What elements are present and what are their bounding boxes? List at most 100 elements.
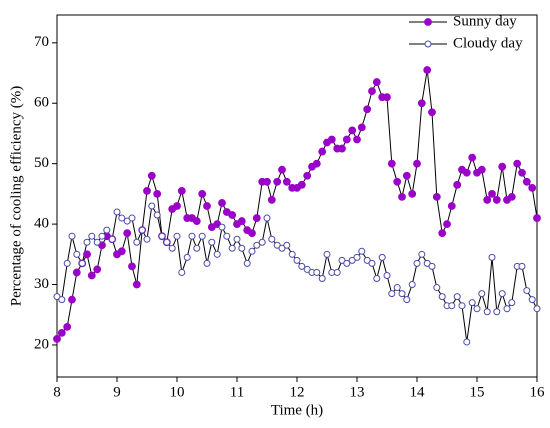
point [363, 105, 372, 114]
point [348, 256, 356, 264]
point [243, 259, 251, 267]
point [132, 280, 141, 289]
point [483, 196, 492, 204]
point [193, 244, 201, 252]
point [258, 238, 266, 246]
point [73, 250, 81, 258]
point [273, 241, 281, 249]
point [147, 171, 156, 180]
point [388, 290, 396, 298]
point [98, 232, 106, 240]
y-tick-label: 60 [34, 95, 49, 111]
point [87, 271, 96, 280]
point [518, 168, 526, 177]
point [528, 183, 537, 192]
point [342, 135, 351, 144]
point [93, 238, 101, 246]
y-tick-label: 70 [34, 34, 49, 50]
point [462, 168, 471, 177]
point [393, 284, 401, 292]
point [288, 250, 296, 258]
point [123, 229, 132, 238]
point [198, 232, 206, 240]
point [138, 226, 146, 234]
point [398, 193, 406, 201]
point [128, 214, 136, 222]
point [252, 214, 261, 222]
legend-marker [424, 40, 432, 48]
point [348, 126, 357, 135]
y-axis-label: Percentage of cooling efficiency (%) [8, 86, 24, 306]
y-tick-label: 30 [34, 276, 49, 292]
point [63, 322, 72, 331]
point [507, 193, 516, 201]
point [198, 189, 207, 198]
point [398, 290, 406, 298]
point [53, 293, 61, 301]
point [282, 177, 291, 186]
x-tick-label: 16 [530, 384, 546, 400]
point [318, 274, 326, 282]
point [433, 284, 441, 292]
point [468, 153, 477, 162]
x-axis-label: Time (h) [271, 402, 323, 418]
legend-label: Cloudy day [453, 35, 523, 51]
point [403, 296, 411, 304]
point [447, 202, 456, 210]
point [503, 305, 511, 313]
point [118, 214, 126, 222]
point [218, 199, 226, 207]
point [263, 177, 271, 186]
point [368, 87, 376, 96]
point [298, 262, 306, 270]
point [278, 165, 286, 174]
point [387, 159, 396, 168]
point [357, 123, 366, 132]
x-tick-label: 15 [470, 384, 485, 400]
legend-label: Sunny day [453, 13, 517, 29]
point [223, 232, 231, 240]
point [423, 66, 432, 74]
point [353, 135, 361, 144]
point [83, 238, 91, 246]
point [463, 338, 471, 346]
point [303, 171, 312, 180]
point [123, 217, 131, 225]
point [263, 214, 271, 222]
point [483, 308, 491, 316]
point [383, 271, 391, 279]
point [268, 235, 276, 243]
point [117, 247, 126, 256]
point [432, 193, 441, 201]
y-tick-label: 20 [34, 336, 49, 352]
point [327, 135, 336, 144]
point [478, 290, 486, 298]
point [448, 302, 456, 310]
point [408, 189, 417, 198]
point [293, 256, 301, 264]
point [428, 262, 436, 270]
point [498, 290, 506, 298]
legend-marker [424, 18, 432, 26]
point [297, 180, 306, 189]
point [72, 268, 81, 277]
point [143, 235, 151, 243]
point [312, 159, 321, 168]
point [283, 241, 291, 249]
point [128, 262, 136, 271]
point [63, 259, 71, 267]
point [453, 293, 461, 301]
point [513, 159, 522, 168]
y-tick-label: 50 [34, 155, 49, 171]
point [528, 296, 536, 304]
point [338, 256, 346, 264]
point [208, 238, 216, 246]
point [153, 189, 162, 198]
point [358, 247, 366, 255]
x-tick-label: 11 [230, 384, 244, 400]
point [103, 226, 111, 234]
point [318, 147, 327, 156]
point [338, 144, 346, 153]
point [488, 189, 496, 198]
